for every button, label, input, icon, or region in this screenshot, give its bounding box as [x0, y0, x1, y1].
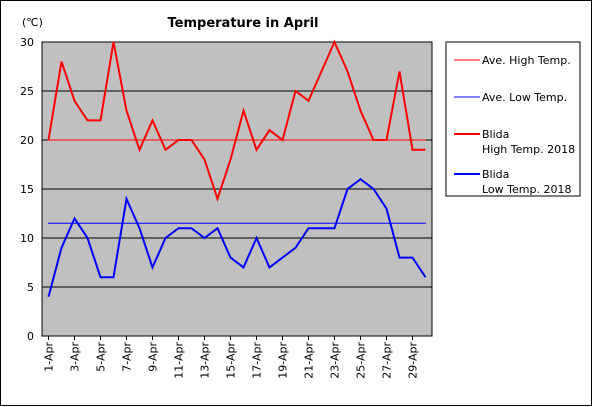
series-lines — [47, 39, 427, 298]
x-tick-label: 17-Apr — [251, 342, 264, 379]
x-tick-label: 29-Apr — [407, 342, 420, 379]
y-unit-label: (℃) — [22, 16, 43, 29]
y-tick-label: 0 — [27, 330, 34, 343]
x-tick-label: 25-Apr — [355, 342, 368, 379]
x-tick-label: 13-Apr — [199, 342, 212, 379]
x-tick-label: 1-Apr — [43, 342, 56, 372]
x-tick-label: 11-Apr — [173, 342, 186, 379]
x-tick-label: 27-Apr — [381, 342, 394, 379]
x-tick-label: 3-Apr — [69, 342, 82, 372]
y-tick-label: 15 — [20, 183, 34, 196]
legend-label-4: Low Temp. 2018 — [482, 183, 571, 196]
chart-title: Temperature in April — [168, 16, 319, 31]
x-tick-label: 15-Apr — [225, 342, 238, 379]
y-tick-label: 30 — [20, 36, 34, 49]
x-tick-label: 19-Apr — [277, 342, 290, 379]
legend-label-1: Ave. High Temp. — [482, 54, 571, 67]
x-tick-label: 21-Apr — [303, 342, 316, 379]
y-tick-label: 10 — [20, 232, 34, 245]
y-axis-ticks: 0 5 10 15 20 25 30 — [20, 36, 34, 343]
x-tick-label: 7-Apr — [121, 342, 134, 372]
legend-box — [445, 41, 581, 197]
y-tick-label: 20 — [20, 134, 34, 147]
series-line-3 — [47, 39, 426, 202]
x-axis-ticks: 1-Apr 3-Apr 5-Apr 7-Apr 9-Apr 11-Apr 13-Apr 15-… — [43, 336, 420, 379]
legend-label-3: Blida — [482, 128, 509, 141]
x-tick-label: 23-Apr — [329, 342, 342, 379]
legend: Ave. High Temp. Ave. Low Temp. Blida High T… — [445, 41, 581, 197]
legend-label-4: Blida — [482, 168, 509, 181]
y-tick-label: 25 — [20, 85, 34, 98]
x-tick-label: 9-Apr — [147, 342, 160, 372]
y-tick-label: 5 — [27, 281, 34, 294]
legend-label-2: Ave. Low Temp. — [482, 91, 567, 104]
x-tick-label: 5-Apr — [95, 342, 108, 372]
series-line-4 — [47, 177, 427, 298]
legend-label-3: High Temp. 2018 — [482, 143, 575, 156]
